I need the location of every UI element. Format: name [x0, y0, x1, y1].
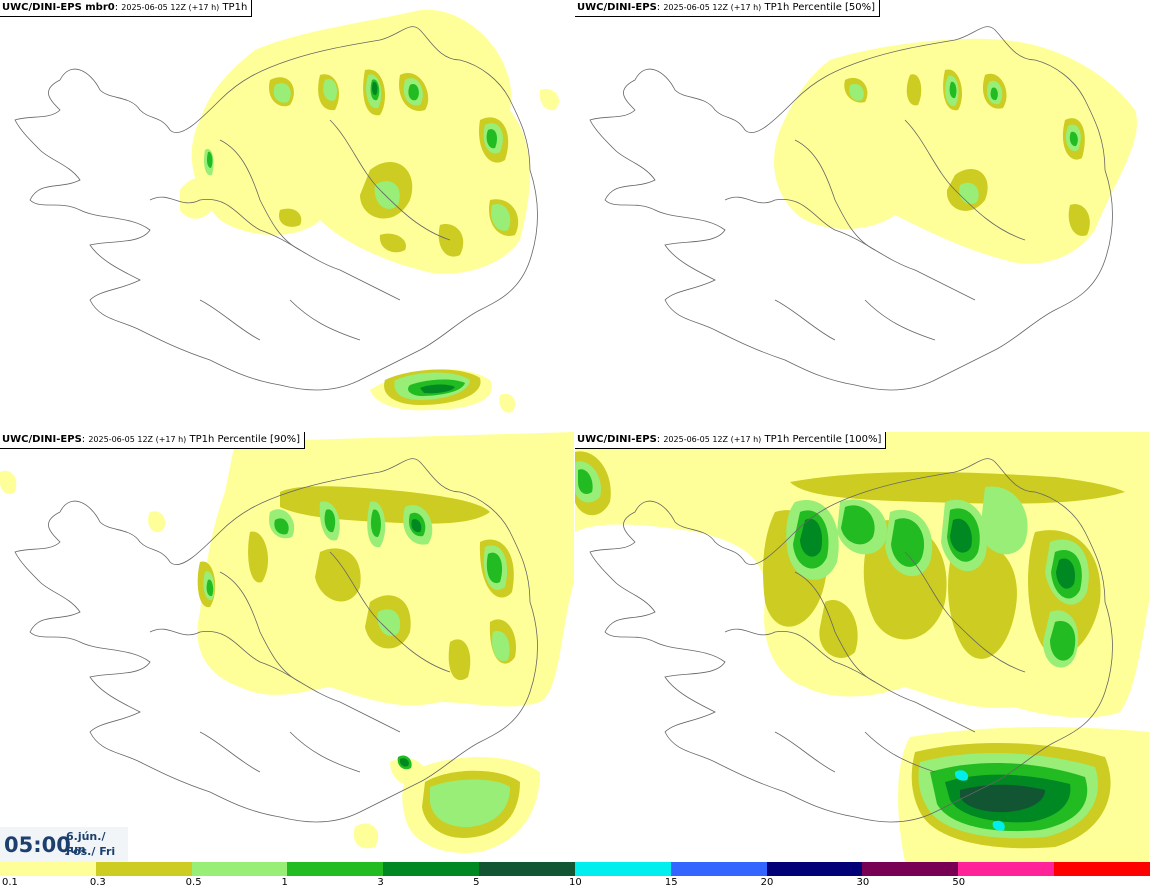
field-name: TP1h Percentile [50%]: [764, 2, 876, 13]
colorbar-tick-label: 30: [856, 877, 870, 888]
colorbar-swatches: [0, 862, 1150, 876]
colorbar-swatch: [287, 862, 384, 876]
precip-map-p90: [0, 432, 574, 853]
map-panel-p50: UWC/DINI-EPS: 2025-06-05 12Z (+17 h) TP1…: [575, 0, 1149, 430]
iceland-coastline: [589, 458, 1113, 823]
model-name: UWC/DINI-EPS: [577, 434, 657, 445]
run-time: 2025-06-05 12Z (+17 h): [88, 435, 187, 444]
valid-date: 6.jún./ Jun: [66, 830, 106, 856]
colorbar-tick-label: 15: [664, 877, 678, 888]
precip-field: [575, 432, 1149, 862]
panel-title: UWC/DINI-EPS: 2025-06-05 12Z (+17 h) TP1…: [0, 432, 306, 449]
model-name: UWC/DINI-EPS mbr0: [2, 2, 115, 13]
run-time: 2025-06-05 12Z (+17 h): [663, 435, 762, 444]
precip-field: [0, 432, 574, 853]
map-panel-mbr0: UWC/DINI-EPS mbr0: 2025-06-05 12Z (+17 h…: [0, 0, 574, 430]
valid-time: 05:00: [4, 833, 71, 857]
model-name: UWC/DINI-EPS: [2, 434, 82, 445]
run-time: 2025-06-05 12Z (+17 h): [121, 3, 220, 12]
panel-title: UWC/DINI-EPS: 2025-06-05 12Z (+17 h) TP1…: [575, 432, 887, 449]
colorbar-tick-label: 0.5: [185, 877, 202, 888]
colorbar-swatch: [383, 862, 480, 876]
valid-time-box: 05:00 6.jún./ Jun Fös./ Fri: [0, 827, 128, 863]
iceland-coastline: [14, 458, 538, 823]
colorbar-swatch: [95, 862, 192, 876]
iceland-coastline: [589, 26, 1113, 391]
colorbar-tick-label: 10: [569, 877, 582, 888]
colorbar-swatch: [574, 862, 671, 876]
precip-map-p50: [589, 26, 1137, 391]
colorbar-tick-label: 0.1: [2, 877, 18, 888]
colorbar-swatch: [479, 862, 575, 876]
precip-field: [774, 38, 1137, 264]
colorbar-tick-label: 1: [281, 877, 288, 888]
run-time: 2025-06-05 12Z (+17 h): [663, 3, 762, 12]
colorbar-swatch: [670, 862, 767, 876]
colorbar-tick-label: 0.3: [89, 877, 106, 888]
map-panel-p100: UWC/DINI-EPS: 2025-06-05 12Z (+17 h) TP1…: [575, 432, 1149, 862]
colorbar-swatch: [0, 862, 96, 876]
colorbar-tick-label: 50: [952, 877, 966, 888]
colorbar-swatch: [191, 862, 288, 876]
precip-map-p100: [575, 432, 1149, 862]
model-name: UWC/DINI-EPS: [577, 2, 657, 13]
colorbar-tick-label: 20: [760, 877, 774, 888]
colorbar-labels: 0.1 0.3 0.5 1 3 5 10 15 20 30 50: [0, 877, 1150, 891]
colorbar-tick-label: 3: [377, 877, 384, 888]
panel-title: UWC/DINI-EPS mbr0: 2025-06-05 12Z (+17 h…: [0, 0, 253, 17]
colorbar-tick-label: 5: [473, 877, 480, 888]
precip-field: [180, 9, 560, 413]
precip-map-mbr0: [14, 9, 560, 413]
valid-weekday: Fös./ Fri: [66, 845, 116, 858]
field-name: TP1h Percentile [90%]: [189, 434, 301, 445]
field-name: TP1h: [222, 2, 248, 13]
colorbar-swatch: [1054, 862, 1150, 876]
precip-colorbar: 0.1 0.3 0.5 1 3 5 10 15 20 30 50: [0, 862, 1150, 891]
colorbar-swatch: [766, 862, 863, 876]
colorbar-swatch: [958, 862, 1055, 876]
map-panel-p90: UWC/DINI-EPS: 2025-06-05 12Z (+17 h) TP1…: [0, 432, 574, 862]
panel-title: UWC/DINI-EPS: 2025-06-05 12Z (+17 h) TP1…: [575, 0, 881, 17]
field-name: TP1h Percentile [100%]: [764, 434, 882, 445]
colorbar-swatch: [862, 862, 959, 876]
iceland-coastline: [14, 26, 538, 391]
